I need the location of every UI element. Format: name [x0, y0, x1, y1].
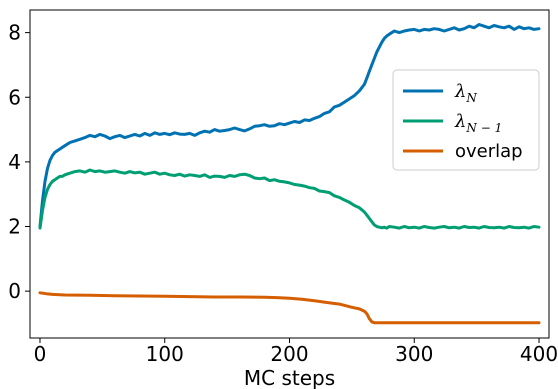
y-tick-label: 6 [8, 85, 21, 109]
series-line-1 [38, 168, 541, 230]
y-tick-label: 2 [8, 215, 21, 239]
series-line-2 [38, 291, 541, 325]
y-tick-label: 0 [8, 279, 21, 303]
plot-lines [38, 23, 541, 325]
x-tick-label: 300 [395, 342, 433, 366]
legend-label-2: overlap [455, 141, 523, 162]
y-tick-label: 4 [8, 150, 21, 174]
series-line-0 [38, 23, 541, 228]
x-axis-title: MC steps [244, 366, 335, 389]
legend-label-1: λN − 1 [454, 111, 502, 135]
legend-box [392, 69, 540, 171]
legend-label-0: λN [454, 81, 477, 105]
legend: λN λN − 1 overlap [392, 69, 540, 171]
x-axis: 0 100 200 300 400 [34, 338, 558, 366]
x-tick-label: 400 [520, 342, 558, 366]
plot-frame [29, 9, 550, 339]
y-axis: 0 2 4 6 8 [8, 21, 30, 303]
x-tick-label: 0 [34, 342, 47, 366]
x-tick-label: 200 [270, 342, 308, 366]
y-tick-label: 8 [8, 21, 21, 45]
x-tick-label: 100 [146, 342, 184, 366]
